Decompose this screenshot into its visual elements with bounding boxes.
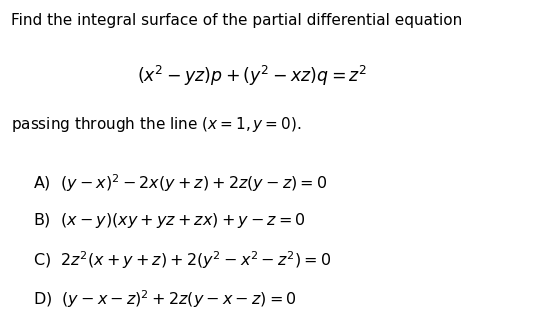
Text: passing through the line $(x = 1, y = 0)$.: passing through the line $(x = 1, y = 0)… [11,115,301,134]
Text: D)  $(y - x - z)^2 + 2z(y - x - z) = 0$: D) $(y - x - z)^2 + 2z(y - x - z) = 0$ [33,288,296,310]
Text: $(x^2 - yz)p + (y^2 - xz)q = z^2$: $(x^2 - yz)p + (y^2 - xz)q = z^2$ [137,64,368,88]
Text: C)  $2z^2(x + y + z) + 2(y^2 - x^2 - z^2) = 0$: C) $2z^2(x + y + z) + 2(y^2 - x^2 - z^2)… [33,250,331,271]
Text: A)  $(y - x)^2 - 2x(y + z) + 2z(y - z) = 0$: A) $(y - x)^2 - 2x(y + z) + 2z(y - z) = … [33,173,327,195]
Text: Find the integral surface of the partial differential equation: Find the integral surface of the partial… [11,13,462,28]
Text: B)  $(x - y)(xy + yz + zx) + y - z = 0$: B) $(x - y)(xy + yz + zx) + y - z = 0$ [33,211,306,230]
